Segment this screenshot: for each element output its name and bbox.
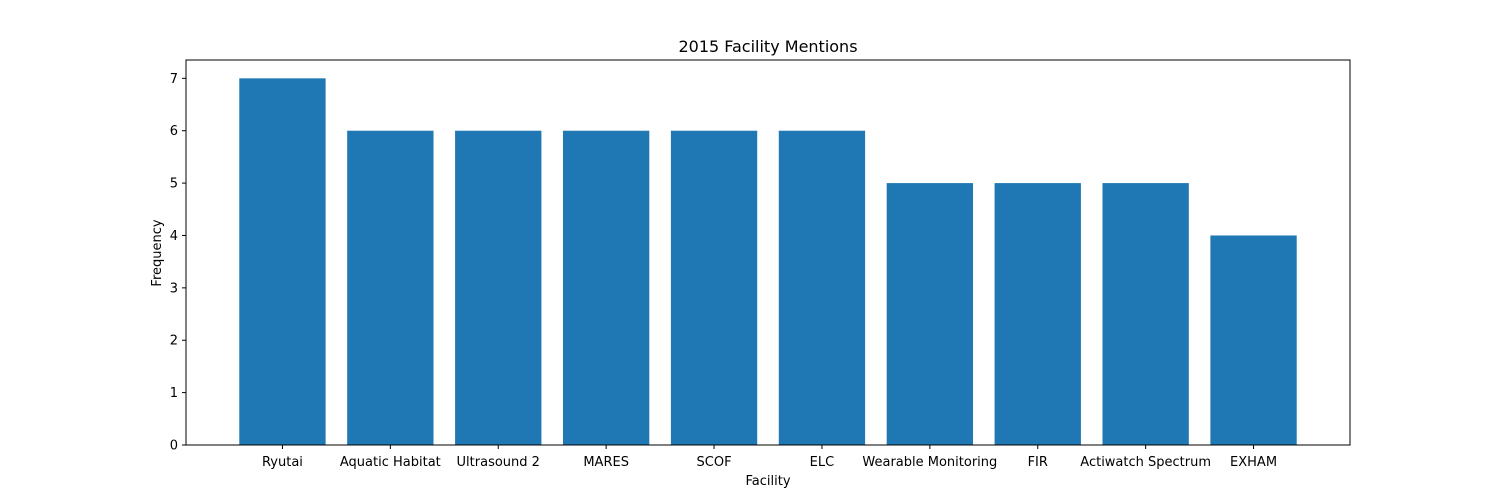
plot-frame [185,59,1351,446]
x-tick-label: ELC [810,455,835,470]
x-tick-label: SCOF [697,455,732,470]
bar-ultrasound-2 [455,130,542,445]
chart-title: 2015 Facility Mentions [678,37,857,56]
bar-exham [1210,235,1297,445]
y-tick-label: 5 [170,177,178,192]
x-tick-label: Aquatic Habitat [340,455,441,470]
y-axis: 0 1 2 3 4 5 6 7 [170,72,186,454]
x-axis: Ryutai Aquatic Habitat Ultrasound 2 MARES SC… [262,445,1277,470]
y-tick-label: 3 [170,281,178,296]
bar-fir [994,183,1081,445]
bar-elc [778,130,866,445]
x-tick-label: FIR [1028,455,1048,470]
x-tick-label: Ryutai [262,455,303,470]
x-tick-label: MARES [583,455,629,470]
y-tick-label: 4 [170,229,178,244]
y-tick-label: 2 [170,334,178,349]
bars-group [239,78,1297,445]
x-tick-label: Wearable Monitoring [862,455,997,470]
bar-aquatic-habitat [347,130,434,445]
bar-actiwatch-spectrum [1102,183,1189,445]
bar-wearable-monitoring [886,183,974,445]
y-tick-label: 6 [170,124,178,139]
y-axis-title: Frequency [150,219,165,286]
y-tick-label: 0 [170,439,178,454]
x-tick-label: Actiwatch Spectrum [1080,455,1211,470]
bar-scof [670,130,758,445]
bar-mares [562,130,650,445]
x-tick-label: EXHAM [1230,455,1277,470]
x-tick-label: Ultrasound 2 [457,455,540,470]
y-tick-label: 7 [170,72,178,87]
bar-ryutai [239,78,326,445]
y-tick-label: 1 [170,386,178,401]
x-axis-title: Facility [745,474,790,489]
